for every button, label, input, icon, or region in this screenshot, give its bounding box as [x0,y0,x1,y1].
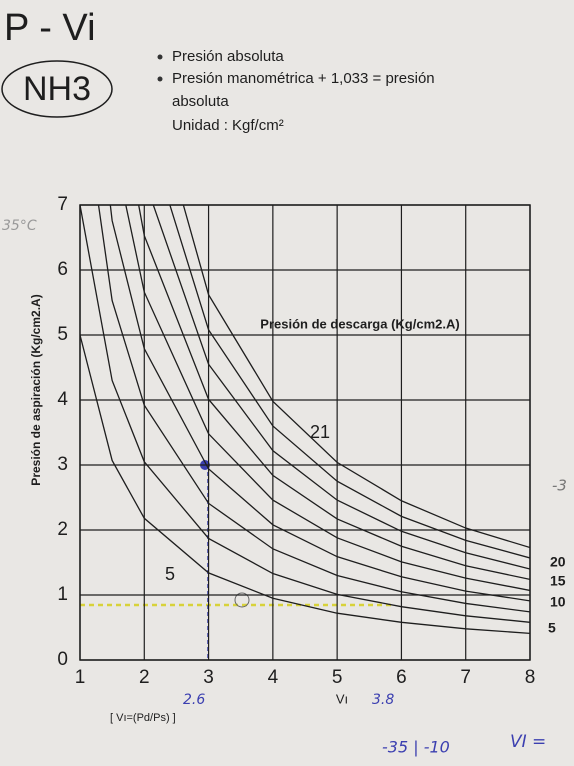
y-tick-label: 6 [57,259,68,280]
y-tick-label: 4 [57,389,68,410]
y-tick-label: 0 [57,649,68,670]
oval [1,60,113,118]
curve [152,205,530,570]
bullet-text: absoluta [172,93,229,110]
curve [138,205,530,581]
curve [80,205,530,623]
bullet [157,76,163,82]
x-tick-label: 1 [75,667,86,688]
handwritten-note: -35 | -10 [382,738,450,757]
marker [234,592,250,608]
x-tick-label: 3 [203,667,214,688]
curve [97,205,530,613]
x-tick-label: 7 [460,667,471,688]
x-tick-label: 6 [396,667,407,688]
y-tick-label: 3 [57,454,68,475]
curve [125,205,530,592]
y-axis-label: Presión de aspiración (Kg/cm2.A) [29,294,43,485]
y-tick-label: 5 [57,324,68,345]
bullet [157,54,163,60]
unit: Unidad : Kgf/cm² [172,117,284,134]
x-axis-label: Vı [336,691,348,706]
plot-frame [79,204,531,661]
title: P - Vi [4,7,96,49]
curve-label: 5 [548,620,556,636]
handwritten-note: -3 [552,477,567,495]
curve [169,205,530,559]
curve-label: 5 [165,564,175,584]
curve [80,334,530,634]
curve-label: 10 [550,594,566,610]
handwritten-note: 3.8 [372,692,394,708]
handwritten-note: 2.6 [183,692,205,708]
handwritten-note: VI = [510,732,546,752]
curve [109,205,530,602]
y-tick-label: 1 [57,584,68,605]
y-tick-label: 7 [57,194,68,215]
x-formula: [ Vı=(Pd/Ps) ] [110,712,176,724]
handwritten-note: 35°C [2,218,37,234]
curve [182,205,530,549]
x-tick-label: 5 [332,667,343,688]
bullet-text: Presión manométrica + 1,033 = presión [172,70,435,87]
x-tick-label: 4 [268,667,279,688]
curve-label: 20 [550,554,566,570]
x-tick-label: 2 [139,667,150,688]
curve-label: 21 [310,422,330,442]
inner-title: Presión de descarga (Kg/cm2.A) [260,316,459,331]
curve-label: 15 [550,573,566,589]
x-tick-label: 8 [525,667,536,688]
bullet-text: Presión absoluta [172,48,284,65]
refrigerant: NH3 [23,70,91,108]
y-tick-label: 2 [57,519,68,540]
curves [80,205,530,634]
